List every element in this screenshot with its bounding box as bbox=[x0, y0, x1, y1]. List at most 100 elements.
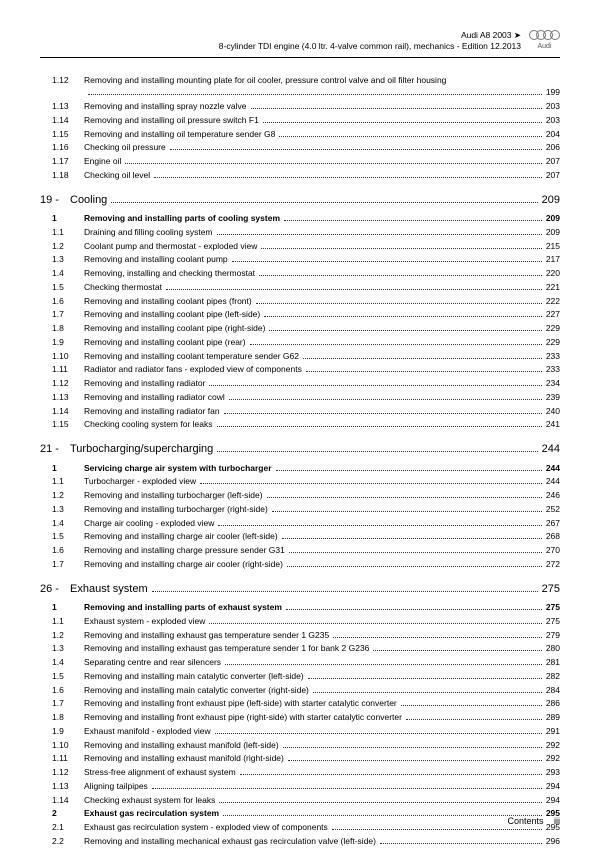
toc-number: 1.7 bbox=[40, 308, 84, 321]
toc-page: 233 bbox=[546, 350, 560, 363]
toc-text: Removing and installing parts of cooling… bbox=[84, 212, 280, 225]
toc-item: 1.13Removing and installing spray nozzle… bbox=[40, 100, 560, 113]
footer-page: iii bbox=[554, 816, 560, 826]
toc-text: Removing and installing oil temperature … bbox=[84, 128, 275, 141]
toc-page: 207 bbox=[546, 169, 560, 182]
toc-number: 1.5 bbox=[40, 281, 84, 294]
toc-leader-dots bbox=[209, 623, 541, 624]
toc-number: 1.14 bbox=[40, 794, 84, 807]
toc-text: Removing and installing oil pressure swi… bbox=[84, 114, 259, 127]
toc-item: 2.2Removing and installing mechanical ex… bbox=[40, 835, 560, 848]
toc-text: Removing and installing coolant pump bbox=[84, 253, 228, 266]
toc-number: 1.6 bbox=[40, 684, 84, 697]
toc-text: Radiator and radiator fans - exploded vi… bbox=[84, 363, 302, 376]
toc-item: 1.11Removing and installing exhaust mani… bbox=[40, 752, 560, 765]
toc-item: 1.2Coolant pump and thermostat - explode… bbox=[40, 240, 560, 253]
toc-page: 209 bbox=[546, 212, 560, 225]
toc-text: Removing and installing main catalytic c… bbox=[84, 684, 309, 697]
toc-leader-dots bbox=[200, 483, 542, 484]
toc-number: 1.7 bbox=[40, 697, 84, 710]
toc-text: Aligning tailpipes bbox=[84, 780, 148, 793]
toc-item: 1.1Draining and filling cooling system20… bbox=[40, 226, 560, 239]
toc-page: 222 bbox=[546, 295, 560, 308]
toc-number: 1.4 bbox=[40, 656, 84, 669]
toc-number: 26 - bbox=[40, 581, 70, 598]
toc-item: 1.2Removing and installing exhaust gas t… bbox=[40, 629, 560, 642]
toc-leader-dots bbox=[154, 177, 542, 178]
toc-page: 284 bbox=[546, 684, 560, 697]
toc-text: Checking thermostat bbox=[84, 281, 162, 294]
toc-number: 1.1 bbox=[40, 615, 84, 628]
toc-item: 1.7Removing and installing front exhaust… bbox=[40, 697, 560, 710]
toc-leader-dots bbox=[125, 163, 541, 164]
toc-leader-dots bbox=[229, 399, 542, 400]
toc-page: 244 bbox=[542, 441, 560, 458]
toc-number: 1.11 bbox=[40, 363, 84, 376]
toc-item: 1.9Removing and installing coolant pipe … bbox=[40, 336, 560, 349]
toc-page: 272 bbox=[546, 558, 560, 571]
toc-leader-dots bbox=[263, 122, 542, 123]
toc-page: 268 bbox=[546, 530, 560, 543]
toc-number: 1.2 bbox=[40, 629, 84, 642]
toc-number: 1.17 bbox=[40, 155, 84, 168]
toc-leader-dots bbox=[303, 358, 542, 359]
toc-number: 1.2 bbox=[40, 489, 84, 502]
toc-item: 1.15Checking cooling system for leaks241 bbox=[40, 418, 560, 431]
toc-page: 244 bbox=[546, 475, 560, 488]
table-of-contents: 1.12Removing and installing mounting pla… bbox=[40, 74, 560, 848]
toc-page: 209 bbox=[546, 226, 560, 239]
toc-item: 1.16Checking oil pressure206 bbox=[40, 141, 560, 154]
toc-text: Checking exhaust system for leaks bbox=[84, 794, 215, 807]
toc-item: 1.8Removing and installing coolant pipe … bbox=[40, 322, 560, 335]
toc-text: Removing and installing exhaust gas temp… bbox=[84, 629, 329, 642]
toc-page: 244 bbox=[546, 462, 560, 475]
toc-number: 2.1 bbox=[40, 821, 84, 834]
page-footer: Contents iii bbox=[507, 815, 560, 829]
toc-item: 1.17Engine oil 207 bbox=[40, 155, 560, 168]
page-header: Audi A8 2003 ➤ 8-cylinder TDI engine (4.… bbox=[40, 30, 560, 58]
toc-number: 1.4 bbox=[40, 267, 84, 280]
toc-number: 19 - bbox=[40, 192, 70, 209]
toc-number: 1.10 bbox=[40, 350, 84, 363]
toc-leader-dots bbox=[111, 202, 537, 203]
toc-leader-dots bbox=[250, 344, 542, 345]
toc-leader-dots bbox=[223, 815, 542, 816]
toc-page: 275 bbox=[546, 615, 560, 628]
toc-item: 1.12Removing and installing radiator234 bbox=[40, 377, 560, 390]
toc-text: Engine oil bbox=[84, 155, 121, 168]
toc-item: 1.3Removing and installing turbocharger … bbox=[40, 503, 560, 516]
toc-leader-dots bbox=[209, 385, 541, 386]
toc-number: 1.1 bbox=[40, 226, 84, 239]
toc-text: Removing and installing charge pressure … bbox=[84, 544, 285, 557]
toc-page: 207 bbox=[546, 155, 560, 168]
toc-text: Removing and installing radiator fan bbox=[84, 405, 220, 418]
toc-leader-dots bbox=[251, 108, 542, 109]
toc-page: 209 bbox=[542, 192, 560, 209]
toc-item: 1.6Removing and installing main catalyti… bbox=[40, 684, 560, 697]
toc-item: 1.4Removing, installing and checking the… bbox=[40, 267, 560, 280]
toc-leader-dots bbox=[225, 664, 542, 665]
toc-number: 21 - bbox=[40, 441, 70, 458]
toc-number: 1.5 bbox=[40, 670, 84, 683]
toc-page: 286 bbox=[546, 697, 560, 710]
toc-leader-dots bbox=[240, 774, 542, 775]
toc-text: Exhaust manifold - exploded view bbox=[84, 725, 211, 738]
toc-leader-dots bbox=[217, 451, 537, 452]
toc-item: 1.14Removing and installing oil pressure… bbox=[40, 114, 560, 127]
toc-number: 1.12 bbox=[40, 766, 84, 779]
toc-item: 1.4Charge air cooling - exploded view267 bbox=[40, 517, 560, 530]
toc-item: 2.1Exhaust gas recirculation system - ex… bbox=[40, 821, 560, 834]
toc-page: 293 bbox=[546, 766, 560, 779]
toc-page: 282 bbox=[546, 670, 560, 683]
toc-item: 1.7Removing and installing charge air co… bbox=[40, 558, 560, 571]
toc-page: 199 bbox=[546, 86, 560, 99]
toc-number: 1.13 bbox=[40, 100, 84, 113]
toc-leader-dots bbox=[166, 289, 542, 290]
toc-page: 220 bbox=[546, 267, 560, 280]
toc-leader-dots bbox=[170, 149, 542, 150]
toc-text: Removing and installing coolant pipe (ri… bbox=[84, 322, 265, 335]
toc-item: 1.1Turbocharger - exploded view244 bbox=[40, 475, 560, 488]
toc-number: 1.3 bbox=[40, 253, 84, 266]
toc-section: 26 -Exhaust system275 bbox=[40, 581, 560, 598]
toc-page: 233 bbox=[546, 363, 560, 376]
